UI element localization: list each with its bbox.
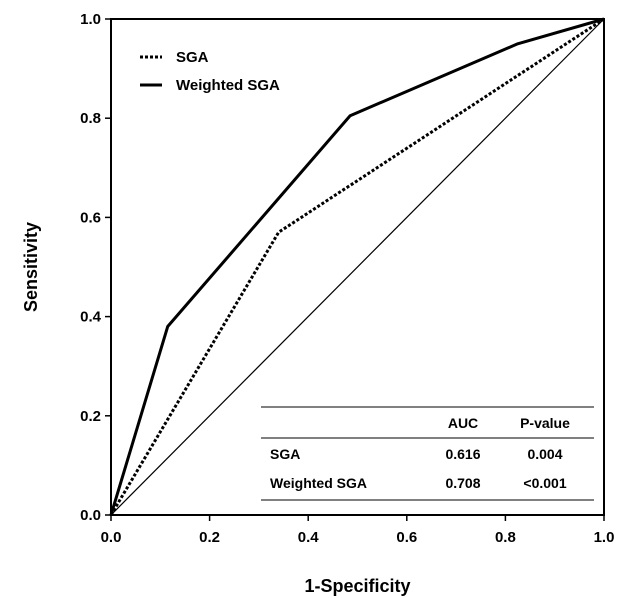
table-cell: 0.004: [527, 446, 562, 462]
axes: [105, 18, 605, 521]
chance-diagonal-line: [110, 18, 605, 516]
table-header-cell: P-value: [520, 415, 570, 431]
legend-label: SGA: [176, 49, 209, 66]
table-cell: 0.616: [445, 446, 480, 462]
x-tick-label: 0.4: [298, 529, 320, 546]
plot-frame: [110, 18, 605, 516]
x-tick-label: 0.6: [396, 529, 417, 546]
table-cell: SGA: [270, 446, 300, 462]
series-lines: [109, 17, 605, 516]
y-tick-label: 0.2: [80, 408, 101, 425]
y-axis-title: Sensitivity: [21, 222, 41, 312]
y-tick-label: 0.8: [80, 110, 101, 127]
table-header-cell: AUC: [448, 415, 478, 431]
auc-table: AUC P-value SGA 0.616 0.004 Weighted SGA 0.708…: [261, 406, 594, 501]
tick-labels: 0.0 0.2 0.4 0.6 0.8 1.0 0.0 0.2 0.4 0.6 0.8 1.0: [80, 11, 614, 546]
table-cell: 0.708: [445, 475, 480, 491]
x-tick-label: 1.0: [594, 529, 615, 546]
legend: SGA Weighted SGA: [140, 49, 280, 94]
y-tick-label: 0.6: [80, 209, 101, 226]
y-tick-label: 1.0: [80, 11, 101, 28]
legend-label: Weighted SGA: [176, 77, 280, 94]
y-tick-label: 0.4: [80, 309, 102, 326]
x-tick-label: 0.8: [495, 529, 516, 546]
table-cell: Weighted SGA: [270, 475, 367, 491]
series-line-weighted-sga: [109, 17, 605, 516]
x-tick-label: 0.2: [199, 529, 220, 546]
y-tick-label: 0.0: [80, 507, 101, 524]
x-axis-title: 1-Specificity: [304, 576, 410, 596]
x-tick-label: 0.0: [101, 529, 122, 546]
reference-line: [110, 18, 605, 516]
table-cell: <0.001: [523, 475, 566, 491]
